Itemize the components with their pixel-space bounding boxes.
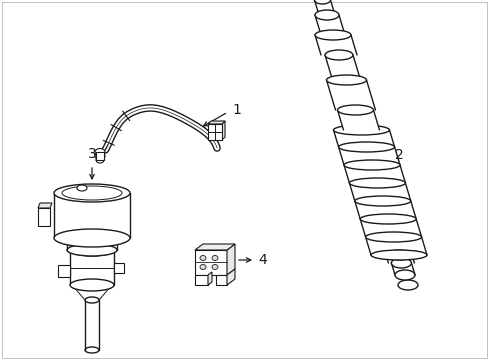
Polygon shape bbox=[385, 255, 413, 263]
Ellipse shape bbox=[343, 160, 399, 170]
Ellipse shape bbox=[354, 196, 410, 206]
Ellipse shape bbox=[212, 256, 218, 261]
Bar bbox=[397, 275, 417, 285]
Polygon shape bbox=[195, 275, 207, 285]
Bar bbox=[67, 238, 117, 250]
Ellipse shape bbox=[325, 50, 352, 60]
Ellipse shape bbox=[333, 125, 389, 135]
Ellipse shape bbox=[67, 244, 117, 256]
Polygon shape bbox=[333, 130, 426, 255]
Polygon shape bbox=[38, 203, 52, 208]
Ellipse shape bbox=[314, 0, 330, 4]
Ellipse shape bbox=[349, 178, 405, 188]
Ellipse shape bbox=[326, 75, 366, 85]
Ellipse shape bbox=[54, 184, 130, 202]
Ellipse shape bbox=[200, 256, 205, 261]
Polygon shape bbox=[325, 55, 360, 80]
Ellipse shape bbox=[397, 280, 417, 290]
Polygon shape bbox=[114, 263, 124, 273]
Ellipse shape bbox=[67, 232, 117, 244]
Polygon shape bbox=[314, 15, 345, 35]
Ellipse shape bbox=[77, 185, 87, 191]
Polygon shape bbox=[216, 275, 226, 285]
Ellipse shape bbox=[338, 142, 394, 152]
Bar bbox=[96, 152, 104, 160]
Ellipse shape bbox=[390, 258, 410, 268]
Text: 2: 2 bbox=[394, 148, 403, 162]
Ellipse shape bbox=[370, 250, 426, 260]
Polygon shape bbox=[38, 208, 50, 226]
Ellipse shape bbox=[360, 214, 415, 224]
Polygon shape bbox=[195, 244, 235, 250]
Ellipse shape bbox=[70, 244, 114, 256]
Ellipse shape bbox=[314, 30, 350, 40]
Polygon shape bbox=[326, 80, 375, 110]
Ellipse shape bbox=[337, 105, 373, 115]
Ellipse shape bbox=[70, 279, 114, 291]
Polygon shape bbox=[207, 272, 212, 285]
Ellipse shape bbox=[95, 149, 105, 156]
Polygon shape bbox=[390, 263, 414, 275]
Polygon shape bbox=[314, 0, 334, 15]
Text: 1: 1 bbox=[231, 103, 241, 117]
Bar bbox=[85, 300, 99, 350]
Ellipse shape bbox=[85, 347, 99, 353]
Polygon shape bbox=[207, 124, 222, 140]
Ellipse shape bbox=[95, 153, 105, 159]
Text: 4: 4 bbox=[258, 253, 266, 267]
Polygon shape bbox=[226, 244, 235, 275]
Bar bbox=[70, 250, 114, 285]
Bar bbox=[195, 250, 226, 275]
Polygon shape bbox=[72, 285, 112, 300]
Ellipse shape bbox=[314, 10, 338, 20]
Ellipse shape bbox=[85, 297, 99, 303]
Ellipse shape bbox=[365, 232, 421, 242]
Ellipse shape bbox=[212, 265, 218, 270]
Ellipse shape bbox=[62, 186, 122, 200]
Ellipse shape bbox=[200, 265, 205, 270]
Bar bbox=[54, 193, 130, 238]
Polygon shape bbox=[314, 35, 356, 55]
Ellipse shape bbox=[394, 270, 414, 280]
Text: 3: 3 bbox=[87, 147, 96, 161]
Polygon shape bbox=[222, 121, 224, 140]
Ellipse shape bbox=[96, 157, 104, 163]
Polygon shape bbox=[207, 121, 224, 124]
Polygon shape bbox=[337, 110, 379, 130]
Ellipse shape bbox=[54, 229, 130, 247]
Ellipse shape bbox=[72, 280, 112, 290]
Ellipse shape bbox=[385, 250, 411, 260]
Polygon shape bbox=[58, 265, 70, 277]
Polygon shape bbox=[226, 269, 235, 285]
